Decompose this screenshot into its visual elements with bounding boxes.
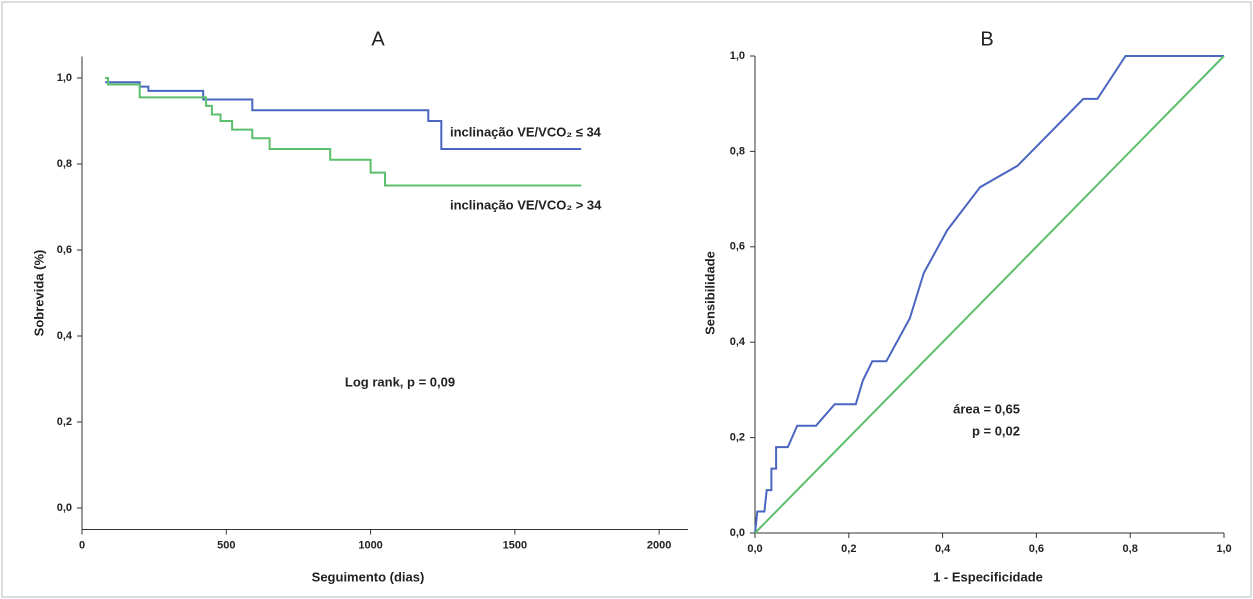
chart-title: A (371, 28, 385, 50)
x-tick-label: 0,0 (747, 543, 762, 555)
x-tick-label: 0,2 (841, 543, 856, 555)
x-tick-label: 0 (79, 539, 85, 551)
x-tick-label: 1500 (503, 539, 527, 551)
annotation: área = 0,65 (953, 401, 1020, 416)
y-tick-label: 0,6 (57, 244, 72, 256)
y-tick-label: 0,6 (730, 241, 745, 253)
y-tick-label: 0,0 (730, 527, 745, 539)
y-tick-label: 0,2 (57, 416, 72, 428)
y-tick-label: 0,4 (57, 330, 73, 342)
series-label: inclinação VE/VCO₂ > 34 (450, 197, 602, 212)
x-tick-label: 0,4 (935, 543, 951, 555)
annotation: Log rank, p = 0,09 (345, 374, 455, 389)
chart-title: B (980, 28, 993, 50)
x-tick-label: 0,8 (1123, 543, 1138, 555)
y-axis-label: Sensibilidade (702, 251, 717, 335)
x-tick-label: 2000 (647, 539, 671, 551)
y-tick-label: 0,2 (730, 432, 745, 444)
x-axis-label: 1 - Especificidade (933, 569, 1043, 584)
y-tick-label: 0,0 (57, 502, 72, 514)
y-tick-label: 1,0 (57, 72, 72, 84)
y-tick-label: 0,4 (730, 336, 746, 348)
x-tick-label: 1000 (358, 539, 382, 551)
y-tick-label: 0,8 (730, 145, 745, 157)
y-axis-label: Sobrevida (%) (31, 250, 46, 337)
x-tick-label: 0,6 (1029, 543, 1044, 555)
series-line (754, 55, 1225, 534)
series-line (105, 77, 582, 187)
series-line (754, 55, 1224, 534)
x-tick-label: 1,0 (1216, 543, 1231, 555)
annotation: p = 0,02 (972, 423, 1020, 438)
y-tick-label: 0,8 (57, 158, 72, 170)
x-axis-label: Seguimento (dias) (312, 569, 425, 584)
series-label: inclinação VE/VCO₂ ≤ 34 (450, 124, 602, 139)
y-tick-label: 1,0 (730, 50, 745, 62)
series-line (105, 81, 582, 150)
x-tick-label: 500 (217, 539, 235, 551)
